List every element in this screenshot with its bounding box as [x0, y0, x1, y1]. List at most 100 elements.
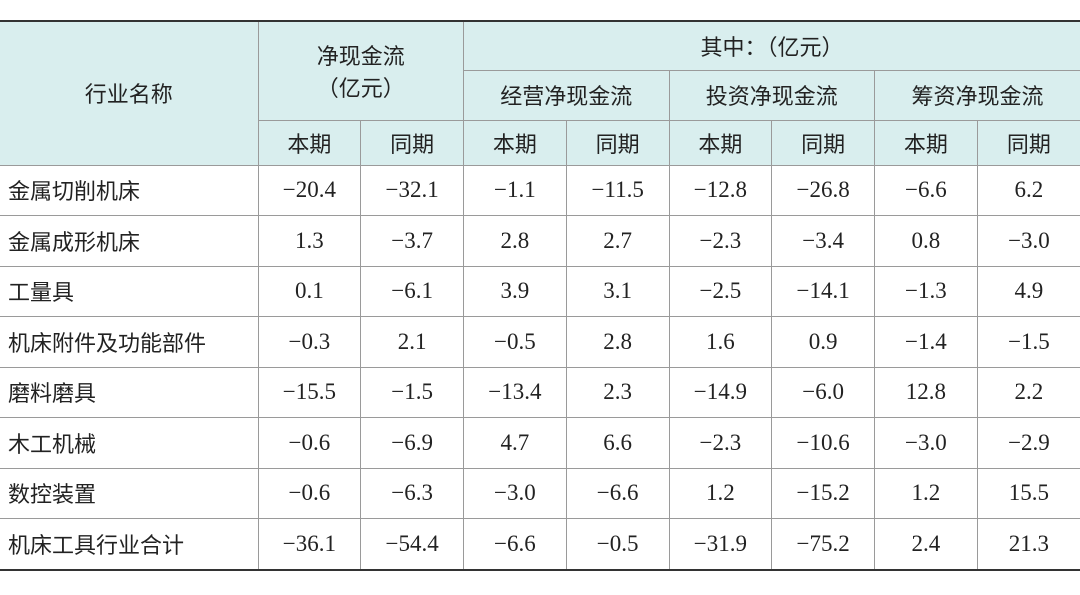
value-cell: 4.9 — [976, 265, 1080, 317]
net-flow-header: 净现金流 （亿元） — [257, 20, 465, 121]
value-cell: 3.9 — [463, 265, 567, 317]
value-cell: −0.6 — [257, 467, 362, 519]
period-header: 本期 — [874, 119, 978, 166]
value-cell: −1.4 — [874, 316, 978, 368]
value-cell: 2.2 — [976, 366, 1080, 418]
value-cell: −75.2 — [771, 518, 876, 571]
table-body: 金属切削机床 −20.4 −32.1 −1.1 −11.5 −12.8 −26.8 −6.6 6… — [0, 164, 1080, 571]
table-row: 机床工具行业合计 −36.1 −54.4 −6.6 −0.5 −31.9 −75.2 2.4 2… — [0, 518, 1080, 571]
table-row: 磨料磨具 −15.5 −1.5 −13.4 2.3 −14.9 −6.0 12.8 2.2 — [0, 366, 1080, 418]
value-cell: −32.1 — [360, 164, 465, 216]
table-row: 机床附件及功能部件 −0.3 2.1 −0.5 2.8 1.6 0.9 −1.4 −1.5 — [0, 316, 1080, 368]
value-cell: 3.1 — [565, 265, 670, 317]
value-cell: −6.0 — [771, 366, 876, 418]
table-row: 金属切削机床 −20.4 −32.1 −1.1 −11.5 −12.8 −26.8 −6.6 6… — [0, 164, 1080, 216]
value-cell: −31.9 — [668, 518, 773, 571]
industry-name: 工量具 — [0, 265, 259, 317]
header-row: 经营净现金流 投资净现金流 筹资净现金流 — [0, 69, 1080, 121]
industry-name: 金属成形机床 — [0, 215, 259, 267]
value-cell: 2.1 — [360, 316, 465, 368]
table-row: 金属成形机床 1.3 −3.7 2.8 2.7 −2.3 −3.4 0.8 −3.0 — [0, 215, 1080, 267]
group-header: 投资净现金流 — [668, 69, 876, 121]
table-row: 木工机械 −0.6 −6.9 4.7 6.6 −2.3 −10.6 −3.0 −2.9 — [0, 417, 1080, 469]
value-cell: −3.0 — [874, 417, 978, 469]
value-cell: −36.1 — [257, 518, 362, 571]
value-cell: −26.8 — [771, 164, 876, 216]
value-cell: 1.6 — [668, 316, 773, 368]
period-header: 同期 — [360, 119, 465, 166]
value-cell: 21.3 — [976, 518, 1080, 571]
of-which-header: 其中：（亿元） — [463, 20, 1080, 71]
period-header: 同期 — [771, 119, 876, 166]
value-cell: 15.5 — [976, 467, 1080, 519]
table-row: 数控装置 −0.6 −6.3 −3.0 −6.6 1.2 −15.2 1.2 15.5 — [0, 467, 1080, 519]
group-header: 筹资净现金流 — [874, 69, 1080, 121]
period-header: 本期 — [463, 119, 567, 166]
value-cell: −2.9 — [976, 417, 1080, 469]
value-cell: −20.4 — [257, 164, 362, 216]
value-cell: −0.6 — [257, 417, 362, 469]
table-header: 行业名称 净现金流 （亿元） 其中：（亿元） 经营净现金流 投资净现金流 筹资净现金流… — [0, 20, 1080, 166]
table-row: 工量具 0.1 −6.1 3.9 3.1 −2.5 −14.1 −1.3 4.9 — [0, 265, 1080, 317]
header-row: 本期 同期 本期 同期 本期 同期 本期 同期 — [0, 119, 1080, 166]
value-cell: −6.6 — [565, 467, 670, 519]
value-cell: −54.4 — [360, 518, 465, 571]
value-cell: −2.5 — [668, 265, 773, 317]
header-text: 净现金流 — [316, 44, 405, 70]
value-cell: 1.3 — [257, 215, 362, 267]
value-cell: −12.8 — [668, 164, 773, 216]
header-row: 行业名称 净现金流 （亿元） 其中：（亿元） — [0, 20, 1080, 166]
value-cell: 0.1 — [257, 265, 362, 317]
value-cell: −1.5 — [360, 366, 465, 418]
industry-name: 木工机械 — [0, 417, 259, 469]
value-cell: 0.9 — [771, 316, 876, 368]
value-cell: −1.5 — [976, 316, 1080, 368]
value-cell: −6.1 — [360, 265, 465, 317]
value-cell: 2.8 — [565, 316, 670, 368]
value-cell: 1.2 — [668, 467, 773, 519]
industry-name: 机床附件及功能部件 — [0, 316, 259, 368]
header-unit: （亿元） — [316, 76, 405, 102]
value-cell: −6.6 — [463, 518, 567, 571]
period-header: 同期 — [565, 119, 670, 166]
value-cell: −1.3 — [874, 265, 978, 317]
value-cell: −3.0 — [976, 215, 1080, 267]
value-cell: −15.5 — [257, 366, 362, 418]
value-cell: 6.2 — [976, 164, 1080, 216]
value-cell: −15.2 — [771, 467, 876, 519]
value-cell: −6.6 — [874, 164, 978, 216]
value-cell: −0.5 — [463, 316, 567, 368]
industry-name: 数控装置 — [0, 467, 259, 519]
value-cell: 2.8 — [463, 215, 567, 267]
value-cell: 2.4 — [874, 518, 978, 571]
value-cell: 2.3 — [565, 366, 670, 418]
value-cell: −14.9 — [668, 366, 773, 418]
value-cell: 1.2 — [874, 467, 978, 519]
value-cell: −10.6 — [771, 417, 876, 469]
industry-name: 机床工具行业合计 — [0, 518, 259, 571]
industry-name: 金属切削机床 — [0, 164, 259, 216]
value-cell: −3.0 — [463, 467, 567, 519]
value-cell: −6.9 — [360, 417, 465, 469]
value-cell: 12.8 — [874, 366, 978, 418]
value-cell: −3.4 — [771, 215, 876, 267]
value-cell: −2.3 — [668, 215, 773, 267]
cash-flow-table: 行业名称 净现金流 （亿元） 其中：（亿元） 经营净现金流 投资净现金流 筹资净现金流… — [0, 20, 1080, 571]
value-cell: −2.3 — [668, 417, 773, 469]
value-cell: −13.4 — [463, 366, 567, 418]
group-header: 经营净现金流 — [463, 69, 670, 121]
value-cell: 2.7 — [565, 215, 670, 267]
value-cell: 4.7 — [463, 417, 567, 469]
value-cell: −11.5 — [565, 164, 670, 216]
period-header: 同期 — [976, 119, 1080, 166]
industry-name: 磨料磨具 — [0, 366, 259, 418]
value-cell: −0.5 — [565, 518, 670, 571]
value-cell: −6.3 — [360, 467, 465, 519]
name-header: 行业名称 — [0, 20, 259, 166]
value-cell: −3.7 — [360, 215, 465, 267]
value-cell: −1.1 — [463, 164, 567, 216]
value-cell: 6.6 — [565, 417, 670, 469]
period-header: 本期 — [668, 119, 773, 166]
period-header: 本期 — [258, 119, 362, 166]
